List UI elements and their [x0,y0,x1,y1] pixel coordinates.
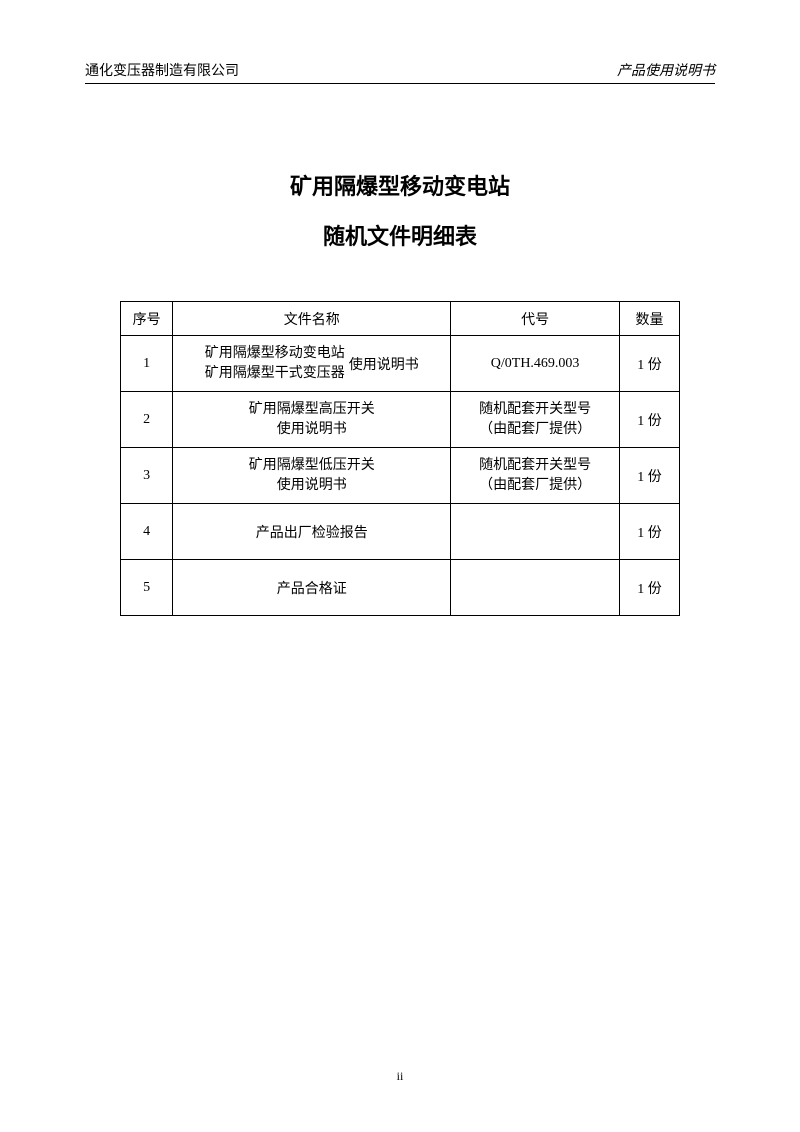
cell-name-line1: 矿用隔爆型低压开关 [173,456,450,476]
cell-seq: 1 [121,336,173,392]
cell-code [451,504,620,560]
cell-qty: 1 份 [620,504,680,560]
table-row: 4 产品出厂检验报告 1 份 [121,504,680,560]
title-line1: 矿用隔爆型移动变电站 [85,169,715,201]
cell-name: 矿用隔爆型低压开关 使用说明书 [173,448,451,504]
cell-seq: 2 [121,392,173,448]
cell-name-line2: 使用说明书 [173,420,450,440]
table-row: 3 矿用隔爆型低压开关 使用说明书 随机配套开关型号 （由配套厂提供） 1 份 [121,448,680,504]
cell-name-right: 使用说明书 [349,354,419,374]
cell-name: 产品出厂检验报告 [173,504,451,560]
cell-seq: 5 [121,560,173,616]
cell-code: 随机配套开关型号 （由配套厂提供） [451,392,620,448]
cell-code-line2: （由配套厂提供） [451,476,619,496]
cell-code-line1: 随机配套开关型号 [451,456,619,476]
cell-name: 矿用隔爆型高压开关 使用说明书 [173,392,451,448]
cell-seq: 4 [121,504,173,560]
cell-name-left-line1: 矿用隔爆型移动变电站 [205,344,345,364]
col-header-name: 文件名称 [173,302,451,336]
cell-name: 产品合格证 [173,560,451,616]
cell-code: Q/0TH.469.003 [451,336,620,392]
page-number: ii [0,1069,800,1084]
cell-qty: 1 份 [620,336,680,392]
cell-qty: 1 份 [620,392,680,448]
title-block: 矿用隔爆型移动变电站 随机文件明细表 [85,169,715,251]
cell-name-left-line2: 矿用隔爆型干式变压器 [205,364,345,384]
page-header: 通化变压器制造有限公司 产品使用说明书 [85,60,715,84]
title-line2: 随机文件明细表 [85,219,715,251]
cell-code: 随机配套开关型号 （由配套厂提供） [451,448,620,504]
cell-qty: 1 份 [620,560,680,616]
col-header-code: 代号 [451,302,620,336]
cell-code-line2: （由配套厂提供） [451,420,619,440]
doc-type: 产品使用说明书 [617,60,715,80]
table-row: 5 产品合格证 1 份 [121,560,680,616]
company-name: 通化变压器制造有限公司 [85,60,239,80]
col-header-seq: 序号 [121,302,173,336]
cell-name-line1: 矿用隔爆型高压开关 [173,400,450,420]
table-row: 2 矿用隔爆型高压开关 使用说明书 随机配套开关型号 （由配套厂提供） 1 份 [121,392,680,448]
cell-code-line1: 随机配套开关型号 [451,400,619,420]
cell-name-line2: 使用说明书 [173,476,450,496]
cell-qty: 1 份 [620,448,680,504]
document-list-table: 序号 文件名称 代号 数量 1 矿用隔爆型移动变电站 矿用隔爆型干式变压器 使用… [120,301,680,616]
col-header-qty: 数量 [620,302,680,336]
table-row: 1 矿用隔爆型移动变电站 矿用隔爆型干式变压器 使用说明书 Q/0TH.469.… [121,336,680,392]
cell-code [451,560,620,616]
cell-seq: 3 [121,448,173,504]
document-page: 通化变压器制造有限公司 产品使用说明书 矿用隔爆型移动变电站 随机文件明细表 序… [0,0,800,1132]
cell-name: 矿用隔爆型移动变电站 矿用隔爆型干式变压器 使用说明书 [173,336,451,392]
table-header-row: 序号 文件名称 代号 数量 [121,302,680,336]
